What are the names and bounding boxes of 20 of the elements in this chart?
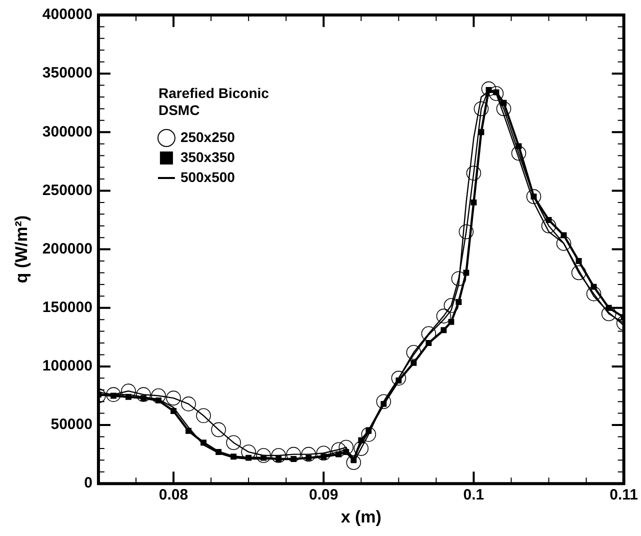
y-tick-label: 350000 [42,64,92,82]
x-axis-title: x (m) [340,507,382,526]
x-tick-label: 0.09 [309,486,338,504]
annotation: Rarefied Biconic [158,85,269,102]
x-tick-label: 0.11 [610,486,638,504]
legend-label: 500x500 [180,168,236,185]
y-tick-label: 300000 [42,123,92,140]
y-tick-label: 200000 [42,240,92,258]
y-tick-label: 50000 [50,416,92,434]
x-tick-label: 0.1 [463,486,484,504]
x-tick-label: 0.08 [158,486,188,504]
y-tick-label: 400000 [42,6,92,24]
legend-label: 350x350 [180,148,236,165]
y-tick-label: 250000 [42,182,92,199]
y-tick-label: 150000 [42,299,92,316]
y-tick-label: 100000 [42,358,92,375]
y-tick-label: 0 [84,474,92,492]
y-axis-title: q (W/m²) [12,215,31,284]
legend-label: 250x250 [180,128,236,145]
annotation: DSMC [158,102,201,119]
